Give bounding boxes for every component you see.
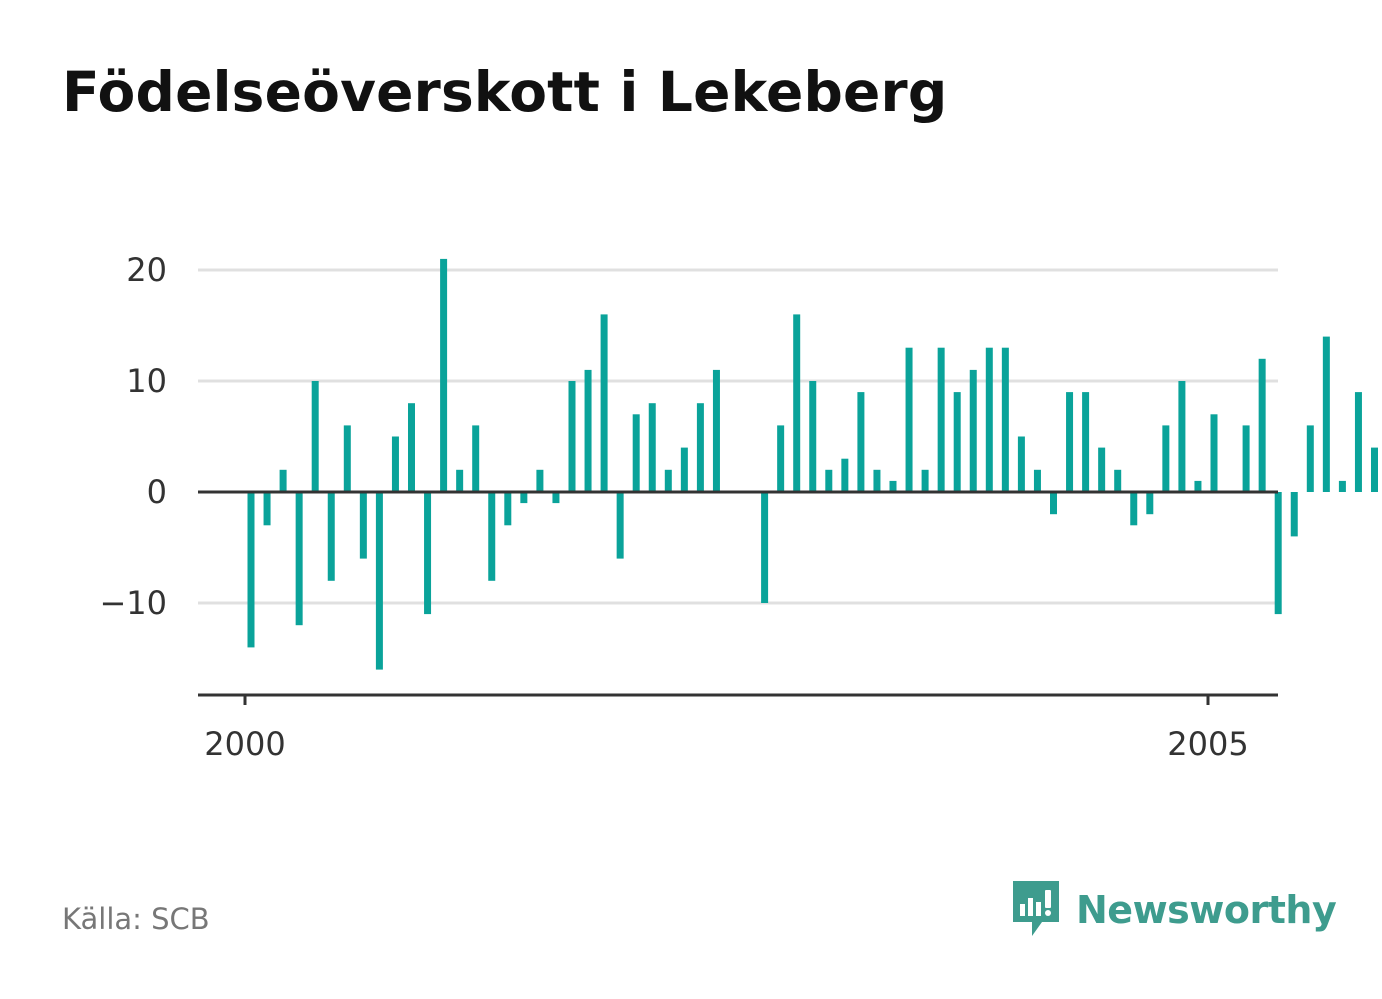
bar	[632, 414, 640, 492]
bar	[664, 469, 672, 492]
bar	[1017, 436, 1025, 492]
bar	[777, 425, 785, 492]
bar	[616, 492, 624, 559]
bar	[1130, 492, 1138, 526]
bar	[375, 492, 383, 670]
bar	[1371, 447, 1378, 492]
bar	[1033, 469, 1041, 492]
brand-name: Newsworthy	[1076, 888, 1337, 932]
bar	[841, 458, 849, 492]
x-tick-label: 2005	[1167, 725, 1248, 763]
bars	[247, 258, 1378, 670]
bar	[1322, 336, 1330, 492]
bar	[1098, 447, 1106, 492]
bar	[488, 492, 496, 581]
bar	[520, 492, 528, 504]
bar	[761, 492, 769, 603]
bar	[408, 403, 415, 492]
bar	[1258, 358, 1266, 492]
bar	[680, 447, 688, 492]
bar	[456, 469, 464, 492]
bar	[889, 480, 897, 492]
bar	[825, 469, 833, 492]
y-axis-labels: −10 0 10 20	[99, 251, 167, 622]
bar	[568, 381, 576, 492]
bar	[1066, 392, 1074, 492]
bar	[1210, 414, 1218, 492]
newsworthy-logo-icon	[1013, 881, 1059, 936]
bar	[696, 403, 704, 492]
bar	[327, 492, 335, 581]
bar	[809, 381, 817, 492]
bar	[343, 425, 351, 492]
bar	[584, 369, 592, 492]
bar	[279, 469, 287, 492]
bar	[311, 381, 319, 492]
bar	[1178, 381, 1186, 492]
bar	[921, 469, 929, 492]
bar	[424, 492, 432, 615]
bar	[600, 314, 608, 492]
chart-title: Födelseöverskott i Lekeberg	[62, 60, 948, 124]
bar	[1050, 492, 1057, 515]
bar	[1338, 480, 1346, 492]
bar	[1146, 492, 1154, 515]
bar	[1290, 492, 1298, 537]
bar	[247, 492, 255, 648]
bar	[1306, 425, 1314, 492]
bar	[1001, 347, 1009, 492]
bar	[1082, 392, 1090, 492]
bar	[440, 258, 448, 492]
bar	[1162, 425, 1170, 492]
x-tick-label: 2000	[204, 725, 285, 763]
bar	[985, 347, 993, 492]
x-axis: 200020052010201520202025	[198, 693, 1278, 763]
bar	[1354, 392, 1362, 492]
bar	[295, 492, 303, 626]
y-tick-label: 20	[126, 251, 167, 289]
newsworthy-logo: Newsworthy	[1010, 878, 1337, 942]
source-label: Källa: SCB	[62, 902, 210, 936]
bar	[648, 403, 656, 492]
bar	[1194, 480, 1202, 492]
y-tick-label: 10	[126, 362, 167, 400]
bar	[857, 392, 865, 492]
bar	[263, 492, 271, 526]
bar	[359, 492, 367, 559]
bar	[712, 369, 720, 492]
bar	[1242, 425, 1250, 492]
bar	[873, 469, 881, 492]
bar	[1274, 492, 1282, 615]
bar	[391, 436, 399, 492]
y-tick-label: 0	[147, 473, 167, 511]
bar	[953, 392, 961, 492]
bar	[552, 492, 560, 504]
bar	[793, 314, 801, 492]
bar	[969, 369, 977, 492]
bar	[1114, 469, 1122, 492]
y-tick-label: −10	[99, 584, 167, 622]
bar	[937, 347, 945, 492]
bar	[472, 425, 480, 492]
bar	[905, 347, 913, 492]
bar	[504, 492, 512, 526]
bar	[536, 469, 544, 492]
